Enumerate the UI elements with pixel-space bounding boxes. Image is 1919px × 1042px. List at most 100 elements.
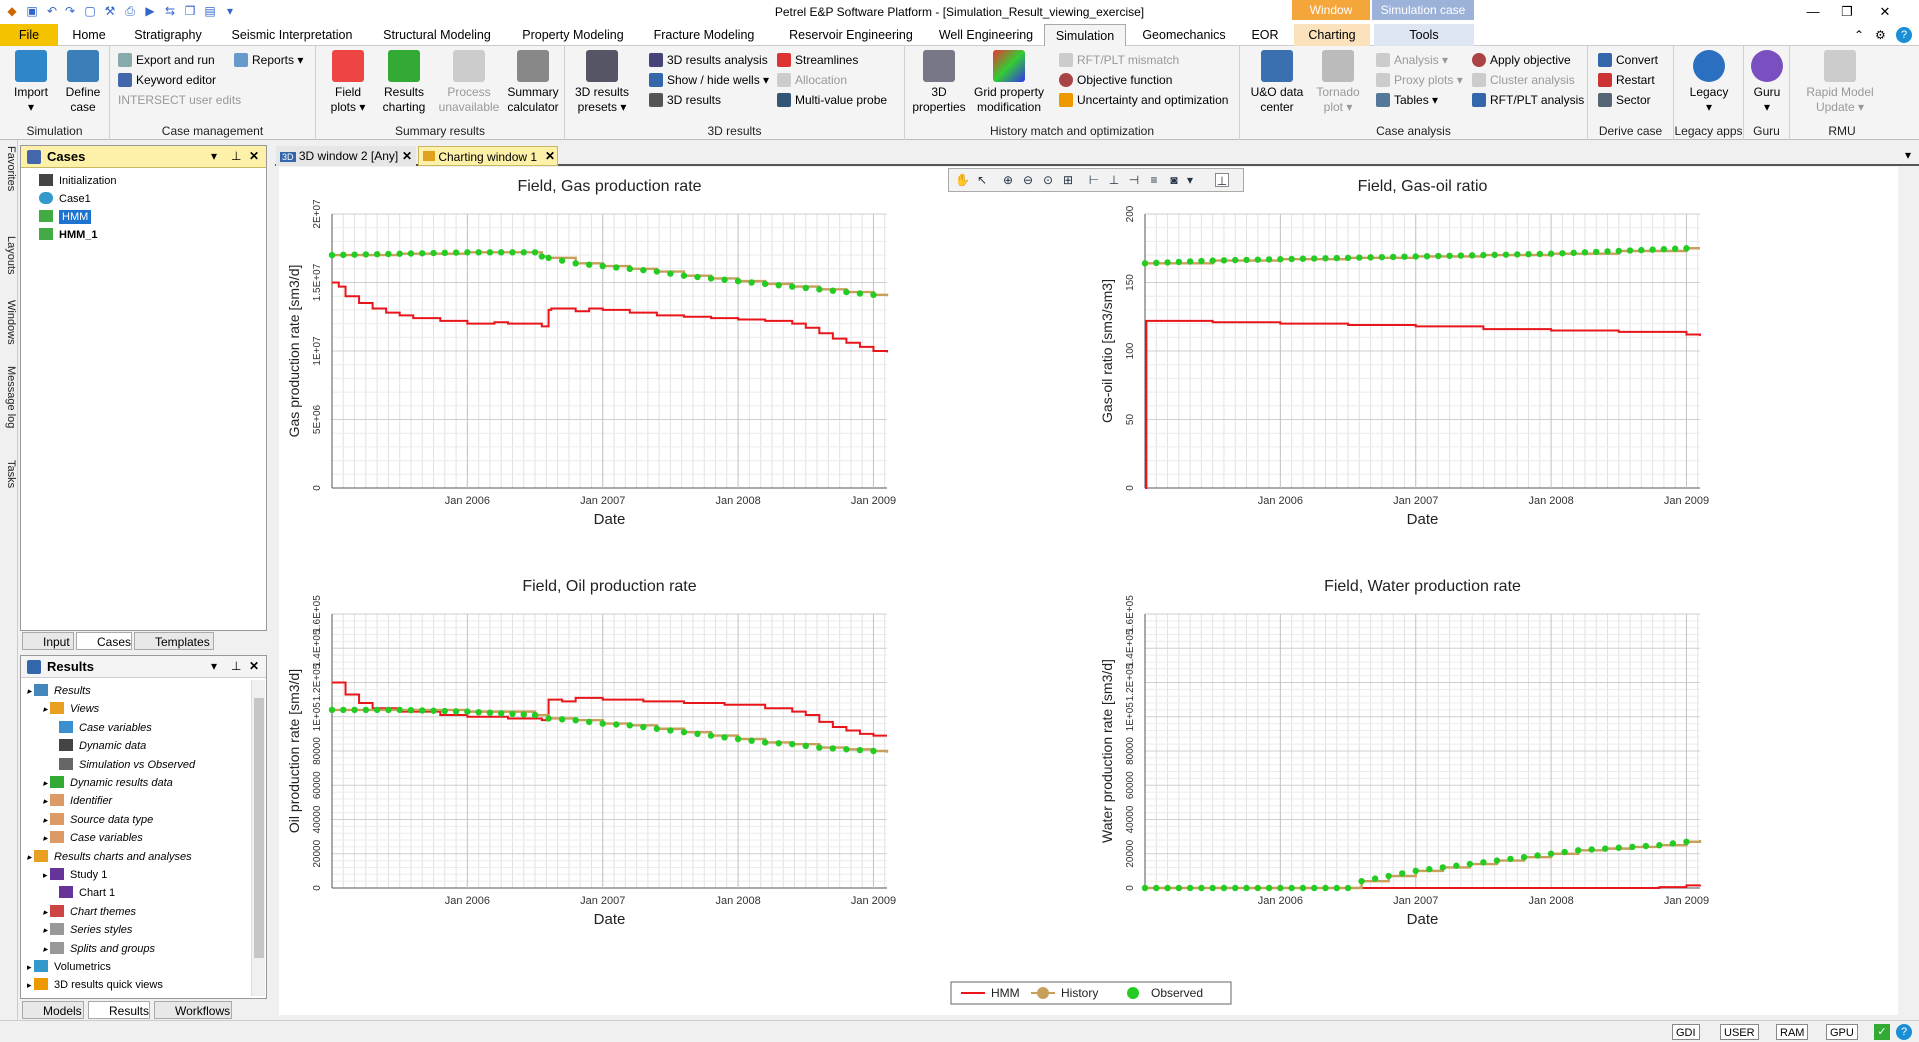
results-tree-item[interactable]: ▸ Identifier	[43, 792, 112, 810]
tab-simulation[interactable]: Simulation	[1044, 24, 1126, 46]
tab-geomechanics[interactable]: Geomechanics	[1142, 28, 1226, 42]
side-tab-message-log[interactable]: Message log	[5, 366, 17, 429]
guru-button[interactable]: Guru ▾	[1748, 50, 1786, 115]
expand-arrow-icon[interactable]: ▸	[27, 851, 35, 862]
close-icon[interactable]: ✕	[1879, 4, 1891, 19]
scale-icon[interactable]: ⊞	[1062, 173, 1074, 187]
tab-cases[interactable]: Cases	[76, 632, 132, 650]
panel-menu-icon[interactable]: ▾	[211, 659, 218, 673]
results-tree-item[interactable]: ▸ Series styles	[43, 921, 132, 939]
context-tab-simulation-case[interactable]: Simulation case	[1372, 0, 1474, 20]
close-tab-icon[interactable]: ✕	[402, 149, 413, 163]
tab-input[interactable]: Input	[22, 632, 74, 650]
side-tab-layouts[interactable]: Layouts	[5, 236, 17, 275]
close-tab-icon[interactable]: ✕	[545, 149, 556, 163]
customize-icon[interactable]: ▾	[226, 4, 234, 18]
doc-tab-charting-window[interactable]: Charting window 1	[418, 146, 558, 166]
results-charting-button[interactable]: Results charting	[374, 50, 434, 115]
results-tree-item[interactable]: ▸ Volumetrics	[27, 958, 111, 976]
uo-data-center-button[interactable]: U&O data center	[1244, 50, 1310, 115]
zoom-reset-icon[interactable]: ⊙	[1042, 173, 1054, 187]
tab-property-modeling[interactable]: Property Modeling	[522, 28, 624, 42]
pin-toolbar-icon[interactable]: ⊥	[1215, 173, 1229, 188]
export-run-button[interactable]: Export and run	[118, 50, 215, 70]
tab-overflow-icon[interactable]: ▾	[1905, 148, 1912, 162]
results-tree-item[interactable]: Chart 1	[59, 884, 115, 902]
zoom-out-icon[interactable]: ⊖	[1022, 173, 1034, 187]
paste-icon[interactable]: ▤	[204, 4, 216, 18]
play-icon[interactable]: ▶	[145, 4, 155, 18]
results-tree-item[interactable]: Dynamic data	[59, 737, 146, 755]
expand-arrow-icon[interactable]: ▸	[27, 980, 35, 991]
restart-button[interactable]: Restart	[1598, 70, 1655, 90]
pan-icon[interactable]: ✋	[955, 173, 970, 187]
expand-arrow-icon[interactable]: ▸	[43, 796, 51, 807]
results-tree-item[interactable]: ▸ Chart themes	[43, 903, 136, 921]
3d-results-button[interactable]: 3D results	[649, 90, 721, 110]
results-scrollbar[interactable]	[251, 680, 265, 996]
case-item-initialization[interactable]: Initialization	[39, 172, 116, 190]
rft-plt-analysis-button[interactable]: RFT/PLT analysis	[1472, 90, 1584, 110]
field-plots-button[interactable]: Field plots ▾	[324, 50, 372, 115]
context-tab-window[interactable]: Window	[1292, 0, 1370, 20]
status-help-icon[interactable]: ?	[1896, 1024, 1912, 1040]
panel-close-icon[interactable]: ✕	[249, 659, 260, 673]
camera-icon[interactable]: ◙	[1170, 173, 1178, 187]
uncertainty-optimization-button[interactable]: Uncertainty and optimization	[1059, 90, 1228, 110]
expand-arrow-icon[interactable]: ▸	[43, 833, 51, 844]
results-tree-item[interactable]: ▸ Views	[43, 700, 99, 718]
expand-arrow-icon[interactable]: ▸	[43, 906, 51, 917]
results-tree-item[interactable]: ▸ Results charts and analyses	[27, 848, 192, 866]
case-item-hmm-1[interactable]: HMM_1	[39, 226, 98, 244]
streamlines-button[interactable]: Streamlines	[777, 50, 858, 70]
rft-plt-mismatch-button[interactable]: RFT/PLT mismatch	[1059, 50, 1179, 70]
tab-models[interactable]: Models	[22, 1001, 84, 1019]
cluster-analysis-button[interactable]: Cluster analysis	[1472, 70, 1575, 90]
tab-home[interactable]: Home	[72, 28, 106, 42]
tab-workflows[interactable]: Workflows	[154, 1001, 232, 1019]
convert-button[interactable]: Convert	[1598, 50, 1658, 70]
tab-charting[interactable]: Charting	[1294, 24, 1370, 46]
intersect-user-edits-button[interactable]: INTERSECT user edits	[118, 93, 242, 107]
keyword-editor-button[interactable]: Keyword editor	[118, 70, 216, 90]
panel-menu-icon[interactable]: ▾	[211, 149, 218, 163]
help-icon[interactable]: ?	[1896, 27, 1912, 43]
results-tree-item[interactable]: Simulation vs Observed	[59, 756, 195, 774]
case-item-case1[interactable]: Case1	[39, 190, 91, 208]
side-tab-tasks[interactable]: Tasks	[5, 460, 17, 489]
axis-x-icon[interactable]: ⊥	[1108, 173, 1120, 187]
results-tree-item[interactable]: ▸ Splits and groups	[43, 940, 155, 958]
tab-file[interactable]: File	[0, 24, 58, 46]
results-tree-item[interactable]: ▸ Results	[27, 682, 91, 700]
allocation-button[interactable]: Allocation	[777, 70, 847, 90]
grid-property-modification-button[interactable]: Grid property modification	[973, 50, 1045, 115]
tab-results[interactable]: Results	[88, 1001, 150, 1019]
axis-icon[interactable]: ⊢	[1088, 173, 1100, 187]
tab-seismic-interpretation[interactable]: Seismic Interpretation	[231, 28, 353, 42]
3d-properties-button[interactable]: 3D properties	[911, 50, 967, 115]
save-icon[interactable]: ▣	[26, 4, 38, 18]
new-window-icon[interactable]: ▢	[84, 4, 96, 18]
pin-icon[interactable]: ⊥	[231, 149, 242, 163]
pin-icon[interactable]: ⊥	[231, 659, 242, 673]
results-tree-item[interactable]: Case variables	[59, 719, 152, 737]
tab-templates[interactable]: Templates	[134, 632, 214, 650]
multi-value-probe-button[interactable]: Multi-value probe	[777, 90, 887, 110]
proxy-plots-button[interactable]: Proxy plots ▾	[1376, 70, 1463, 90]
minimize-icon[interactable]: —	[1806, 4, 1820, 19]
copy-icon[interactable]: ❐	[184, 4, 196, 18]
apply-objective-button[interactable]: Apply objective	[1472, 50, 1571, 70]
share-icon[interactable]: ⇆	[164, 4, 176, 18]
expand-arrow-icon[interactable]: ▸	[43, 814, 51, 825]
results-tree-item[interactable]: ▸ Dynamic results data	[43, 774, 173, 792]
tab-well-engineering[interactable]: Well Engineering	[938, 28, 1034, 42]
print-icon[interactable]: ⎙	[125, 4, 135, 18]
legend-icon[interactable]: ≡	[1150, 173, 1158, 187]
analysis-button[interactable]: Analysis ▾	[1376, 50, 1448, 70]
3d-results-analysis-button[interactable]: 3D results analysis	[649, 50, 768, 70]
expand-arrow-icon[interactable]: ▸	[43, 778, 51, 788]
tab-structural-modeling[interactable]: Structural Modeling	[383, 28, 491, 42]
zoom-in-icon[interactable]: ⊕	[1002, 173, 1014, 187]
scrollbar-thumb[interactable]	[254, 698, 264, 958]
tornado-plot-button[interactable]: Tornado plot ▾	[1312, 50, 1364, 115]
